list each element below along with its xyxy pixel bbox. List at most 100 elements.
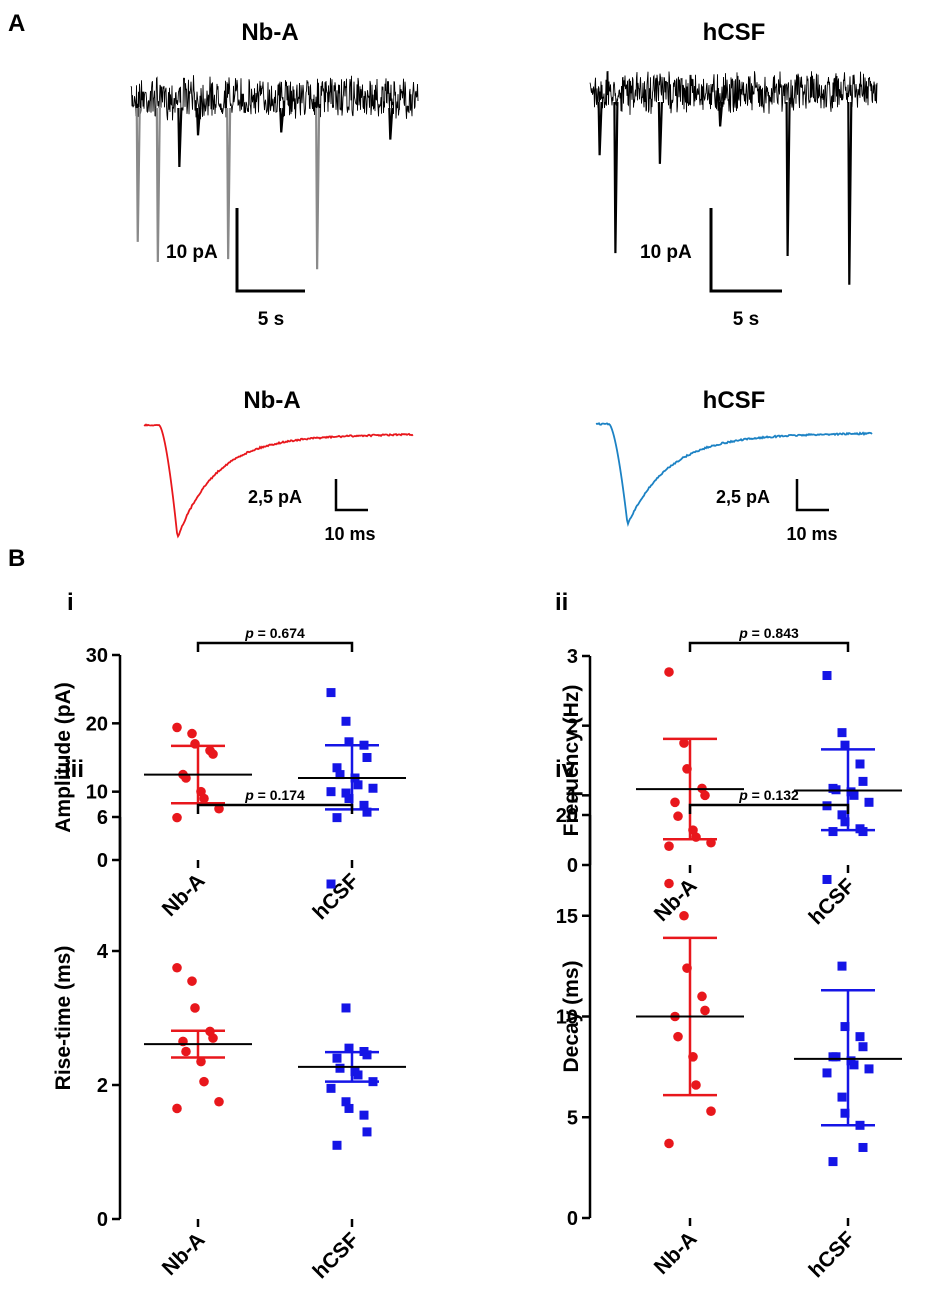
- y-tick-label: 20: [86, 713, 108, 735]
- data-point-hcsf: [855, 759, 865, 769]
- x-category-label: hCSF: [805, 874, 860, 929]
- y-tick-label: 10: [556, 1007, 578, 1029]
- data-point-hcsf: [822, 671, 832, 681]
- avg-title-nb-a: Nb-A: [243, 387, 300, 414]
- x-category-label: Nb-A: [158, 869, 210, 921]
- data-point-hcsf: [849, 1060, 859, 1070]
- trace-nb-a: Nb-A: [130, 19, 419, 270]
- trace-event: [613, 101, 619, 254]
- data-point-hcsf: [864, 797, 874, 807]
- data-point-hcsf: [837, 961, 847, 971]
- p-value-label: p = 0.843: [738, 625, 799, 641]
- y-tick-label: 10: [86, 782, 108, 804]
- p-value-label: p = 0.174: [244, 787, 305, 803]
- data-point-hcsf: [344, 1043, 354, 1053]
- y-axis-label: Decay (ms): [560, 960, 583, 1072]
- data-point-hcsf: [344, 794, 354, 803]
- trace-title-nb-a: Nb-A: [241, 19, 298, 46]
- panel-label-a: A: [8, 10, 25, 37]
- data-point-nb-a: [199, 793, 209, 804]
- significance-bracket: [196, 803, 354, 814]
- trace-title-hcsf: hCSF: [703, 19, 766, 46]
- data-point-hcsf: [326, 787, 336, 797]
- trace-event: [155, 107, 161, 263]
- data-point-hcsf: [831, 1052, 841, 1062]
- panel-roman-label: iii: [64, 756, 84, 783]
- data-point-nb-a: [187, 976, 197, 986]
- significance-bracket: [688, 641, 850, 652]
- data-point-nb-a: [670, 797, 680, 808]
- avg-scale-bar-hcsf: 2,5 pA 10 ms: [716, 479, 838, 544]
- data-point-hcsf: [837, 810, 847, 820]
- y-tick-label: 5: [567, 1107, 578, 1129]
- data-point-hcsf: [332, 813, 342, 823]
- scale-bar-hcsf: 10 pA 5 s: [640, 208, 782, 330]
- y-tick-label: 3: [567, 646, 578, 668]
- data-point-hcsf: [828, 827, 838, 837]
- trace-hcsf: hCSF: [589, 19, 878, 285]
- trace-event: [177, 107, 183, 167]
- avg-trace-hcsf: [595, 422, 873, 527]
- data-point-nb-a: [664, 667, 674, 677]
- data-point-nb-a: [664, 878, 674, 889]
- data-point-nb-a: [691, 832, 701, 842]
- data-point-nb-a: [196, 1056, 206, 1067]
- trace-event: [847, 101, 853, 285]
- y-tick-label: 0: [567, 1208, 578, 1230]
- avg-scale-bar-nb-a: 2,5 pA 10 ms: [248, 479, 376, 544]
- scale-bar-nb-a: 10 pA 5 s: [166, 208, 305, 330]
- data-point-nb-a: [691, 1080, 701, 1090]
- data-point-hcsf: [849, 790, 859, 800]
- data-point-nb-a: [697, 991, 707, 1002]
- panel-roman-label: iv: [555, 756, 576, 783]
- avg-title-hcsf: hCSF: [703, 387, 766, 414]
- panel-roman-label: ii: [555, 589, 568, 616]
- data-point-nb-a: [700, 1005, 710, 1016]
- data-point-hcsf: [840, 1022, 850, 1032]
- data-point-hcsf: [332, 1140, 342, 1150]
- trace-noise: [589, 70, 878, 115]
- data-point-hcsf: [864, 1064, 874, 1074]
- data-point-hcsf: [822, 874, 832, 884]
- plot-amplitude: i 0 10 20 30 Amplitude (pA) Nb-A hCSF p = 0.674: [52, 589, 406, 924]
- data-point-hcsf: [359, 800, 369, 810]
- data-point-hcsf: [332, 763, 342, 773]
- avg-scale-y-nb-a: 2,5 pA: [248, 487, 302, 507]
- data-point-hcsf: [341, 1003, 351, 1013]
- y-tick-label: 0: [567, 855, 578, 877]
- y-tick-label: 4: [97, 941, 109, 963]
- trace-event: [226, 107, 232, 260]
- y-tick-label: 0: [97, 1209, 108, 1231]
- y-tick-label: 15: [556, 906, 578, 928]
- data-point-nb-a: [208, 749, 218, 759]
- significance-bracket: [196, 641, 354, 652]
- data-point-nb-a: [700, 790, 710, 801]
- data-point-hcsf: [362, 1127, 372, 1137]
- trace-noise: [130, 75, 419, 121]
- data-point-hcsf: [326, 688, 336, 698]
- data-point-hcsf: [344, 1103, 354, 1113]
- data-point-nb-a: [187, 728, 197, 739]
- data-point-hcsf: [840, 817, 850, 827]
- data-point-hcsf: [858, 827, 868, 837]
- trace-event: [135, 107, 141, 242]
- trace-event: [657, 101, 663, 164]
- data-point-nb-a: [664, 1138, 674, 1149]
- raw-traces: Nb-A hCSF 10 pA 5 s 10 pA 5 s: [130, 19, 878, 330]
- data-point-hcsf: [837, 728, 847, 738]
- data-point-hcsf: [326, 1083, 336, 1093]
- x-category-label: hCSF: [309, 1228, 364, 1283]
- x-category-label: Nb-A: [650, 1227, 702, 1279]
- trace-event: [718, 101, 724, 127]
- x-category-label: hCSF: [805, 1227, 860, 1282]
- scale-x-label-nb-a: 5 s: [258, 309, 284, 330]
- scale-y-label-hcsf: 10 pA: [640, 242, 692, 263]
- data-point-nb-a: [172, 962, 182, 973]
- data-point-nb-a: [673, 1031, 683, 1042]
- plot-frequency: ii 0 1 2 3 Frequency (Hz) Nb-A hCSF p = 0.843: [555, 589, 902, 929]
- avg-scale-x-nb-a: 10 ms: [324, 524, 375, 544]
- data-point-nb-a: [673, 811, 683, 822]
- x-category-label: hCSF: [309, 869, 364, 924]
- data-point-nb-a: [679, 738, 689, 748]
- data-point-hcsf: [822, 1068, 832, 1078]
